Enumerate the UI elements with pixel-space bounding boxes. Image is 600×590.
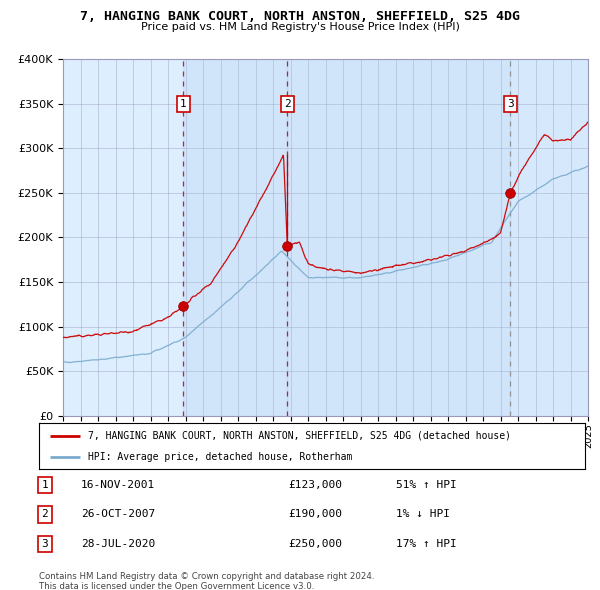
Text: HPI: Average price, detached house, Rotherham: HPI: Average price, detached house, Roth… [88, 452, 353, 462]
Text: 7, HANGING BANK COURT, NORTH ANSTON, SHEFFIELD, S25 4DG (detached house): 7, HANGING BANK COURT, NORTH ANSTON, SHE… [88, 431, 511, 441]
Text: £190,000: £190,000 [288, 510, 342, 519]
Text: Contains HM Land Registry data © Crown copyright and database right 2024.: Contains HM Land Registry data © Crown c… [39, 572, 374, 581]
Text: 7, HANGING BANK COURT, NORTH ANSTON, SHEFFIELD, S25 4DG: 7, HANGING BANK COURT, NORTH ANSTON, SHE… [80, 10, 520, 23]
Text: Price paid vs. HM Land Registry's House Price Index (HPI): Price paid vs. HM Land Registry's House … [140, 22, 460, 32]
Text: 2: 2 [41, 510, 49, 519]
Text: 28-JUL-2020: 28-JUL-2020 [81, 539, 155, 549]
Text: 3: 3 [507, 99, 514, 109]
Text: 26-OCT-2007: 26-OCT-2007 [81, 510, 155, 519]
Text: This data is licensed under the Open Government Licence v3.0.: This data is licensed under the Open Gov… [39, 582, 314, 590]
Text: £250,000: £250,000 [288, 539, 342, 549]
Bar [287, 59, 511, 416]
Text: 1% ↓ HPI: 1% ↓ HPI [396, 510, 450, 519]
Text: 1: 1 [180, 99, 187, 109]
Text: 51% ↑ HPI: 51% ↑ HPI [396, 480, 457, 490]
Bar [511, 59, 588, 416]
Text: 3: 3 [41, 539, 49, 549]
Bar [184, 59, 287, 416]
Text: £123,000: £123,000 [288, 480, 342, 490]
Text: 2: 2 [284, 99, 291, 109]
Text: 16-NOV-2001: 16-NOV-2001 [81, 480, 155, 490]
Text: 17% ↑ HPI: 17% ↑ HPI [396, 539, 457, 549]
Text: 1: 1 [41, 480, 49, 490]
